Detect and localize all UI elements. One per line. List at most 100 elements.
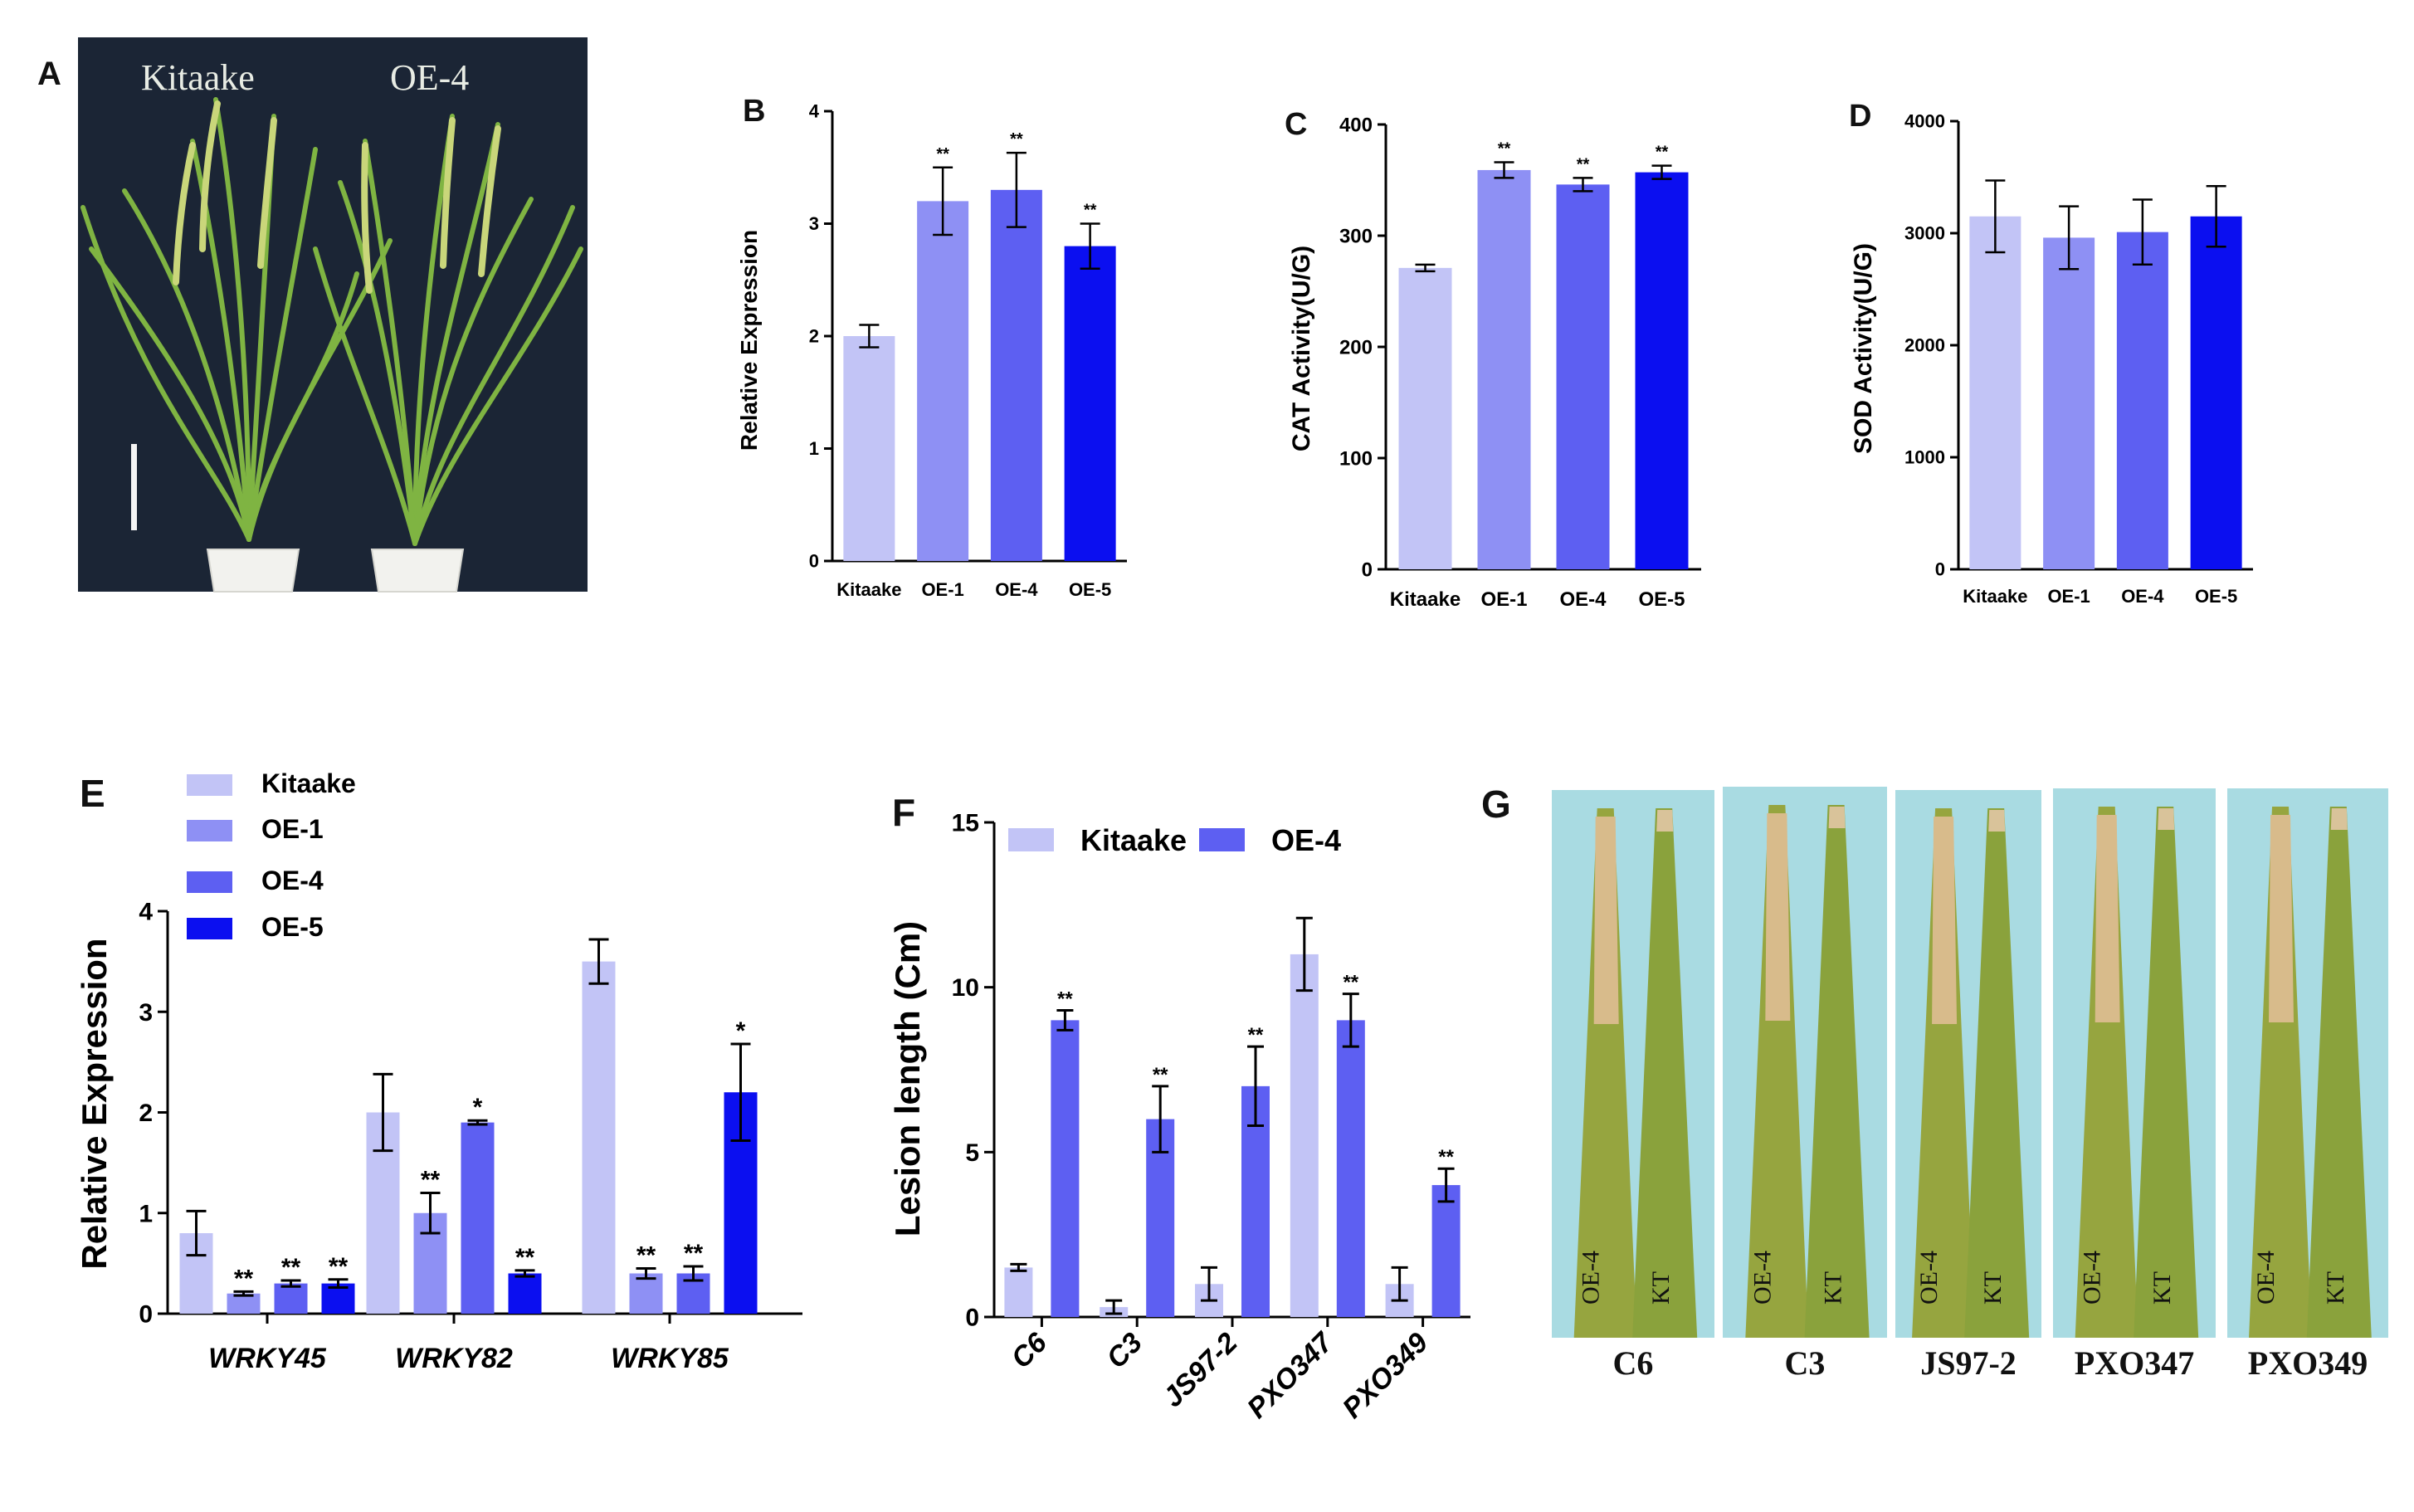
bar-oe-1 bbox=[917, 201, 969, 561]
y-tick-label: 0 bbox=[1362, 558, 1373, 581]
lesion-kt bbox=[2330, 808, 2348, 830]
significance-label: * bbox=[473, 1094, 483, 1121]
significance-label: ** bbox=[234, 1265, 254, 1292]
bar-kitaake bbox=[1969, 216, 2021, 569]
y-axis-label: Lesion length (Cm) bbox=[888, 921, 927, 1236]
scale-bar bbox=[131, 444, 137, 530]
panel-letter-d: D bbox=[1849, 99, 1871, 134]
bar-kitaake bbox=[1398, 267, 1452, 569]
panel-letter-a: A bbox=[37, 56, 61, 92]
panicles-kitaake bbox=[173, 100, 277, 285]
x-tick-label: OE-4 bbox=[995, 579, 1038, 600]
significance-label: ** bbox=[1084, 202, 1097, 220]
lesion-oe4 bbox=[2095, 815, 2120, 1022]
bar-oe-4 bbox=[2116, 232, 2168, 569]
significance-label: ** bbox=[1057, 988, 1073, 1010]
y-tick-label: 0 bbox=[1935, 559, 1945, 580]
bar-kitaake bbox=[843, 336, 895, 561]
legend-label-kitaake: Kitaake bbox=[1080, 823, 1187, 857]
y-axis-label: SOD Activity(U/G) bbox=[1850, 243, 1877, 454]
y-tick-label: 2 bbox=[139, 1100, 153, 1127]
legend-swatch-kitaake bbox=[187, 774, 232, 796]
legend-label-oe-5: OE-5 bbox=[261, 912, 324, 942]
bar-oe-4-wrky45 bbox=[274, 1283, 308, 1314]
strain-label: C3 bbox=[1785, 1344, 1826, 1382]
bar-oe-4-pxo347 bbox=[1336, 1020, 1365, 1317]
sample-label-oe4: OE-4 bbox=[1578, 1251, 1605, 1305]
chart-d: 0 1000 2000 3000 4000 SOD Activity(U/G) Kitaak… bbox=[1850, 111, 2253, 607]
panel-c: C 0 100 200 300 400 CAT Activity(U/G) Kitaake *… bbox=[1285, 107, 1701, 611]
leaf-kt bbox=[2306, 807, 2372, 1338]
plant-oe4 bbox=[313, 114, 583, 546]
y-tick-label: 4 bbox=[809, 101, 820, 122]
y-tick-label: 4 bbox=[139, 899, 153, 926]
plant-photo bbox=[78, 37, 588, 592]
x-tick-label: OE-5 bbox=[1638, 588, 1685, 611]
photo-label-oe4: OE-4 bbox=[390, 57, 469, 98]
sample-label-oe4: OE-4 bbox=[2079, 1251, 2106, 1305]
bar-oe-1 bbox=[1477, 169, 1531, 569]
x-tick-label: PXO349 bbox=[1337, 1327, 1435, 1425]
y-axis-label: Relative Expression bbox=[736, 230, 762, 451]
bar-kitaake-wrky85 bbox=[582, 961, 616, 1314]
y-tick-label: 4000 bbox=[1904, 111, 1945, 132]
x-tick-label: WRKY45 bbox=[208, 1343, 327, 1374]
panel-letter-e: E bbox=[80, 772, 105, 815]
legend-swatch-oe-5 bbox=[187, 918, 232, 939]
x-tick-label: C3 bbox=[1100, 1327, 1148, 1375]
y-tick-label: 2000 bbox=[1904, 335, 1945, 356]
y-tick-label: 3000 bbox=[1904, 223, 1945, 244]
significance-label: ** bbox=[421, 1167, 441, 1194]
legend-swatch-kitaake bbox=[1008, 828, 1054, 851]
significance-label: ** bbox=[1656, 144, 1669, 162]
sample-label-kt: KT bbox=[1979, 1271, 2007, 1305]
x-tick-label: WRKY82 bbox=[395, 1343, 513, 1374]
chart-f: 0 5 10 15 Lesion length (Cm) ** C6 ** C3 ** JS97-2… bbox=[888, 810, 1470, 1425]
panel-letter-c: C bbox=[1285, 107, 1307, 142]
panel-f: F 0 5 10 15 Lesion length (Cm) ** C6 ** C3 ** JS97… bbox=[888, 791, 1470, 1425]
legend-swatch-oe-4 bbox=[187, 871, 232, 893]
y-tick-label: 1 bbox=[139, 1200, 153, 1227]
y-tick-label: 0 bbox=[139, 1301, 153, 1329]
x-tick-label: OE-4 bbox=[1559, 588, 1607, 611]
leaf-kt bbox=[2134, 807, 2199, 1338]
panel-g: G OE-4 KT C6 OE-4 KT C3 OE-4 KT JS97-2 OE-4 KT PXO3… bbox=[1481, 783, 2388, 1382]
x-tick-label: OE-1 bbox=[2047, 586, 2090, 607]
panel-b: B 0 1 2 3 4 Relative Expression Kitaake ** OE-1 *… bbox=[736, 94, 1127, 600]
bar-oe-5 bbox=[1635, 172, 1689, 569]
bar-oe-5-wrky82 bbox=[508, 1273, 542, 1314]
sample-label-kt: KT bbox=[1647, 1271, 1675, 1305]
y-tick-label: 200 bbox=[1339, 336, 1373, 358]
strain-label: JS97-2 bbox=[1920, 1344, 2017, 1382]
y-tick-label: 1000 bbox=[1904, 447, 1945, 468]
y-tick-label: 300 bbox=[1339, 225, 1373, 247]
pot-oe4 bbox=[370, 549, 465, 593]
significance-label: * bbox=[736, 1017, 746, 1045]
bar-oe-4-pxo349 bbox=[1431, 1185, 1461, 1317]
x-tick-label: Kitaake bbox=[836, 579, 901, 600]
legend-swatch-oe4 bbox=[1199, 828, 1245, 851]
strain-label: C6 bbox=[1613, 1344, 1654, 1382]
chart-b: 0 1 2 3 4 Relative Expression Kitaake ** OE-1 ** O… bbox=[736, 101, 1127, 600]
sample-label-kt: KT bbox=[2148, 1271, 2176, 1305]
significance-label: ** bbox=[1153, 1064, 1168, 1086]
leaf-kt bbox=[1964, 808, 2030, 1338]
significance-label: ** bbox=[684, 1240, 704, 1267]
y-tick-label: 400 bbox=[1339, 114, 1373, 136]
leaf-oe4 bbox=[2249, 807, 2313, 1338]
photo-label-kitaake: Kitaake bbox=[141, 57, 255, 98]
strain-label: PXO347 bbox=[2075, 1344, 2194, 1382]
y-tick-label: 100 bbox=[1339, 447, 1373, 470]
significance-label: ** bbox=[1010, 130, 1023, 149]
y-tick-label: 1 bbox=[809, 438, 819, 459]
lesion-oe4 bbox=[1593, 817, 1619, 1024]
sample-label-oe4: OE-4 bbox=[2252, 1251, 2280, 1305]
leaf-oe4 bbox=[1912, 808, 1976, 1338]
significance-label: ** bbox=[515, 1244, 535, 1271]
y-tick-label: 2 bbox=[809, 326, 819, 347]
x-tick-label: OE-5 bbox=[1069, 579, 1111, 600]
plant-kitaake bbox=[80, 97, 393, 542]
lesion-kt bbox=[1988, 810, 2006, 832]
